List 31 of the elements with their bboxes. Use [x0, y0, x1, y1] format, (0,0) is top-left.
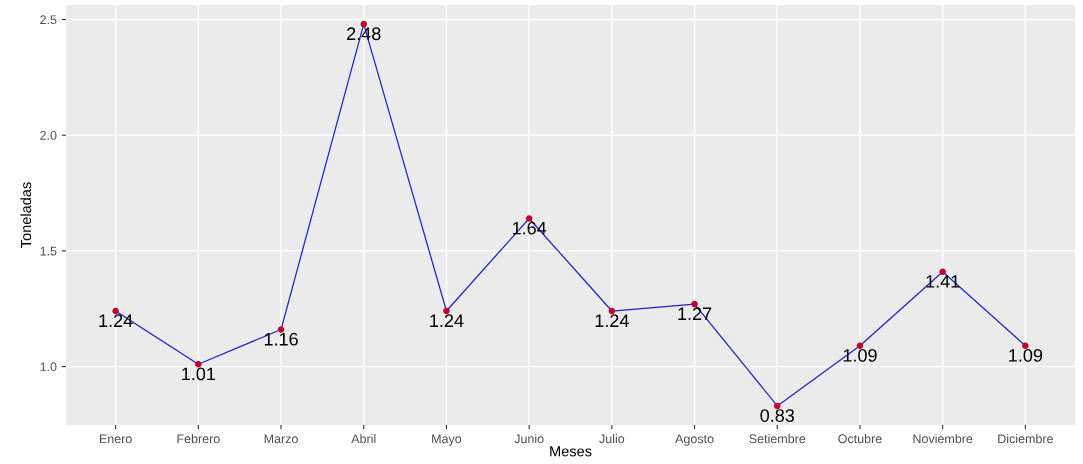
x-tick-label: Octubre: [838, 434, 882, 444]
x-tick-label: Marzo: [264, 434, 298, 444]
data-label: 1.16: [264, 332, 298, 346]
data-label: 0.83: [760, 409, 795, 422]
x-axis-title: Meses: [550, 446, 592, 457]
point: [525, 215, 533, 222]
y-axis-title: Toneladas: [20, 182, 32, 248]
x-tick-label: Julio: [599, 434, 625, 444]
y-tick-label: 1.5: [40, 246, 57, 256]
y-tick-label: 2.0: [40, 130, 57, 140]
x-tick-label: Setiembre: [749, 434, 806, 444]
x-tick-label: Febrero: [177, 434, 220, 444]
x-tick-label: Junio: [514, 434, 544, 444]
y-tick-label: 2.5: [40, 15, 57, 25]
x-tick-label: Diciembre: [998, 434, 1053, 444]
point: [939, 268, 946, 275]
point: [1022, 342, 1029, 349]
x-tick-label: Abril: [351, 434, 376, 444]
point: [856, 342, 864, 349]
data-label: 1.01: [182, 367, 216, 381]
data-label: 1.24: [430, 314, 464, 327]
data-label: 1.24: [595, 314, 629, 327]
point: [277, 326, 285, 333]
data-label: 1.09: [1009, 349, 1043, 362]
x-tick-label: Agosto: [675, 434, 714, 446]
data-label: 1.09: [843, 349, 877, 362]
x-tick-label: Mayo: [432, 434, 462, 446]
x-tick-label: Enero: [99, 434, 132, 444]
y-tick-label: 1.0: [40, 362, 57, 372]
data-label: 1.24: [99, 314, 133, 327]
x-tick-label: Noviembre: [913, 434, 973, 444]
